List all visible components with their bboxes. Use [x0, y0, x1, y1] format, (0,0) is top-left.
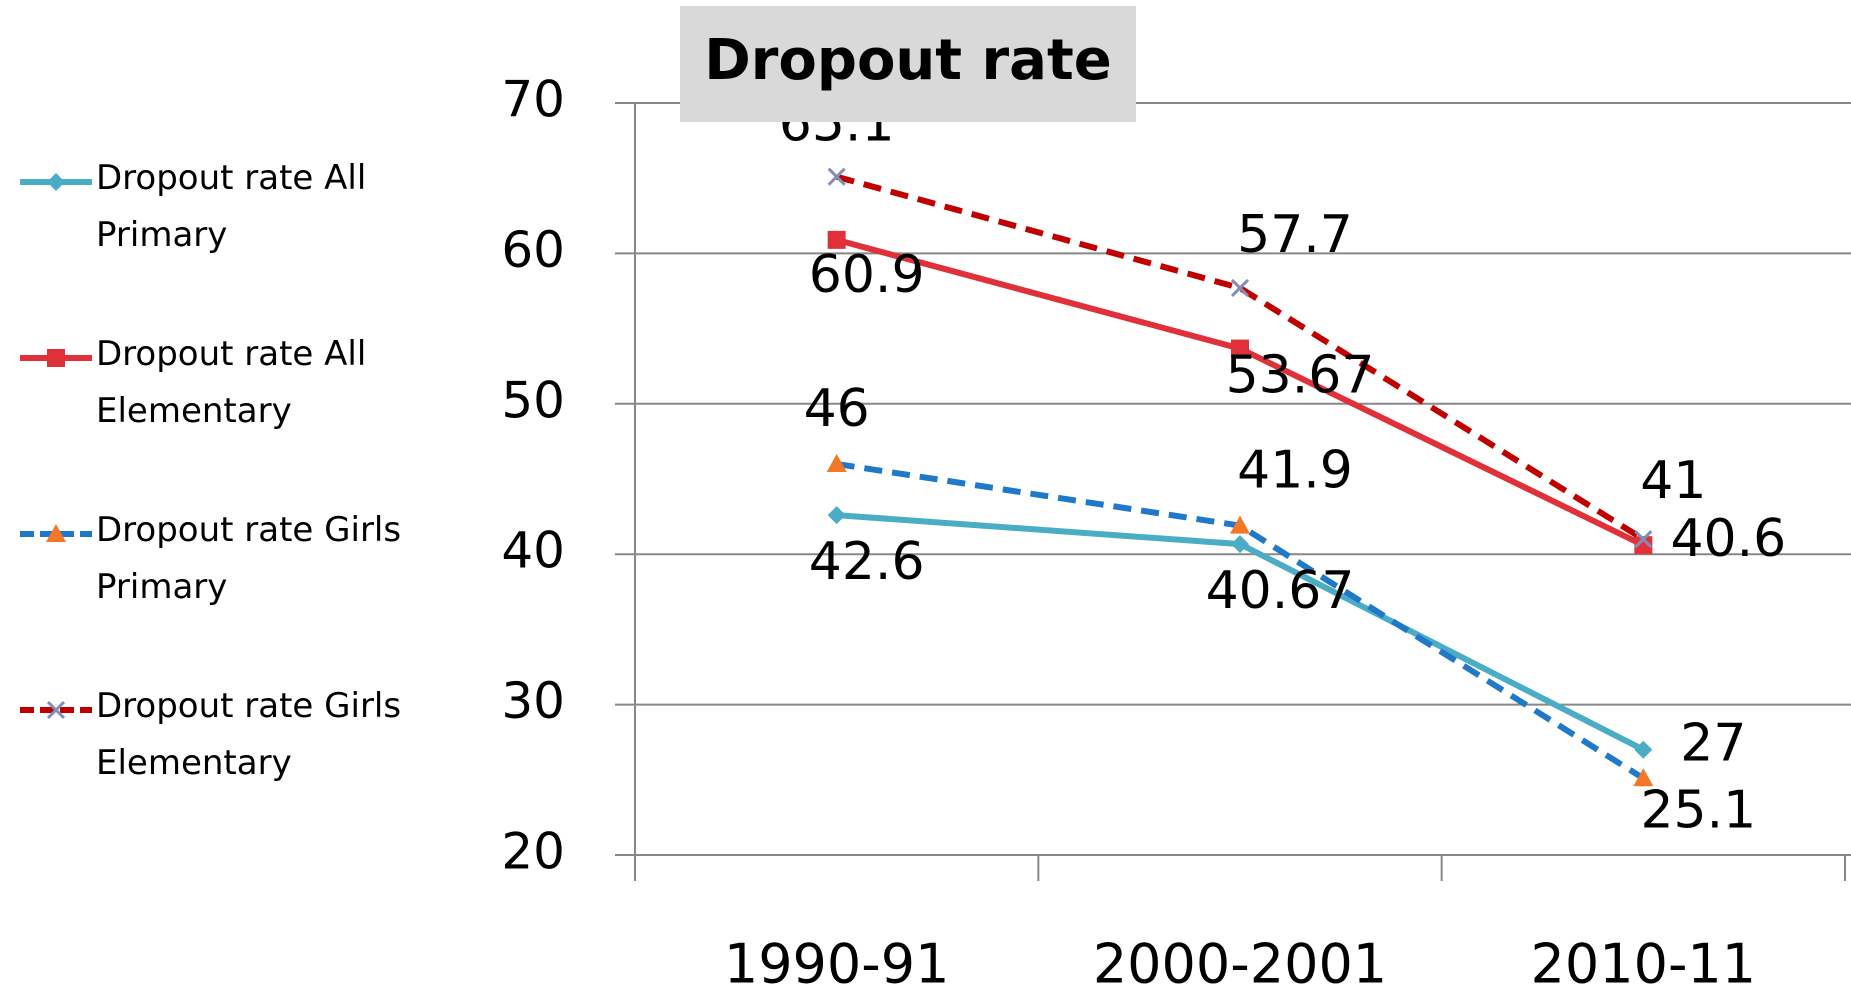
y-tick-label: 50 — [501, 371, 565, 429]
legend-item: Dropout rate All Primary — [18, 150, 438, 326]
y-tick-label: 30 — [501, 672, 565, 730]
legend-key — [20, 524, 92, 542]
legend-label: Dropout rate All Primary — [96, 158, 367, 255]
legend: Dropout rate All Primary Dropout rate All… — [18, 150, 438, 854]
x-tick-label: 1990-91 — [724, 933, 950, 993]
y-tick-label: 20 — [501, 823, 565, 881]
marker — [827, 230, 846, 249]
data-label: 46 — [804, 379, 870, 439]
chart-title: Dropout rate — [704, 28, 1111, 93]
y-tick-label: 60 — [501, 221, 565, 279]
legend-key — [20, 700, 92, 720]
legend-label: Dropout rate All Elementary — [96, 334, 367, 431]
marker — [1230, 515, 1250, 534]
legend-key — [20, 349, 92, 367]
marker — [47, 173, 65, 191]
marker — [1634, 530, 1653, 549]
x-tick-label: 2000-2001 — [1093, 933, 1387, 993]
data-label: 40.67 — [1206, 561, 1355, 621]
marker — [827, 167, 846, 186]
legend-item: Dropout rate All Elementary — [18, 326, 438, 502]
legend-key — [20, 173, 92, 191]
series-line — [836, 460, 1645, 781]
data-label: 27 — [1680, 714, 1746, 774]
marker — [47, 349, 65, 367]
data-label: 41 — [1640, 451, 1706, 511]
data-label: 42.6 — [809, 532, 925, 592]
legend-label: Dropout rate Girls Elementary — [96, 686, 402, 783]
marker — [1231, 339, 1249, 358]
data-label: 57.7 — [1237, 205, 1353, 265]
data-label: 41.9 — [1237, 441, 1353, 501]
marker — [827, 506, 846, 525]
marker — [46, 700, 66, 720]
data-label: 60.9 — [809, 245, 925, 305]
title-box — [680, 6, 1136, 122]
series-line — [835, 173, 1645, 542]
legend-label: Dropout rate Girls Primary — [96, 510, 402, 607]
marker — [46, 524, 66, 542]
y-tick-label: 70 — [501, 71, 565, 129]
marker — [1633, 768, 1654, 787]
legend-item: Dropout rate Girls Elementary — [18, 678, 438, 854]
legend-item: Dropout rate Girls Primary — [18, 502, 438, 678]
data-label: 40.6 — [1670, 509, 1786, 569]
marker — [826, 453, 847, 472]
marker — [1230, 278, 1250, 298]
marker — [1634, 536, 1653, 555]
data-label: 25.1 — [1640, 780, 1756, 840]
marker — [1231, 535, 1249, 554]
x-tick-label: 2010-11 — [1531, 933, 1757, 993]
y-tick-label: 40 — [501, 522, 565, 580]
data-label: 53.67 — [1226, 346, 1375, 406]
marker — [1634, 740, 1653, 759]
